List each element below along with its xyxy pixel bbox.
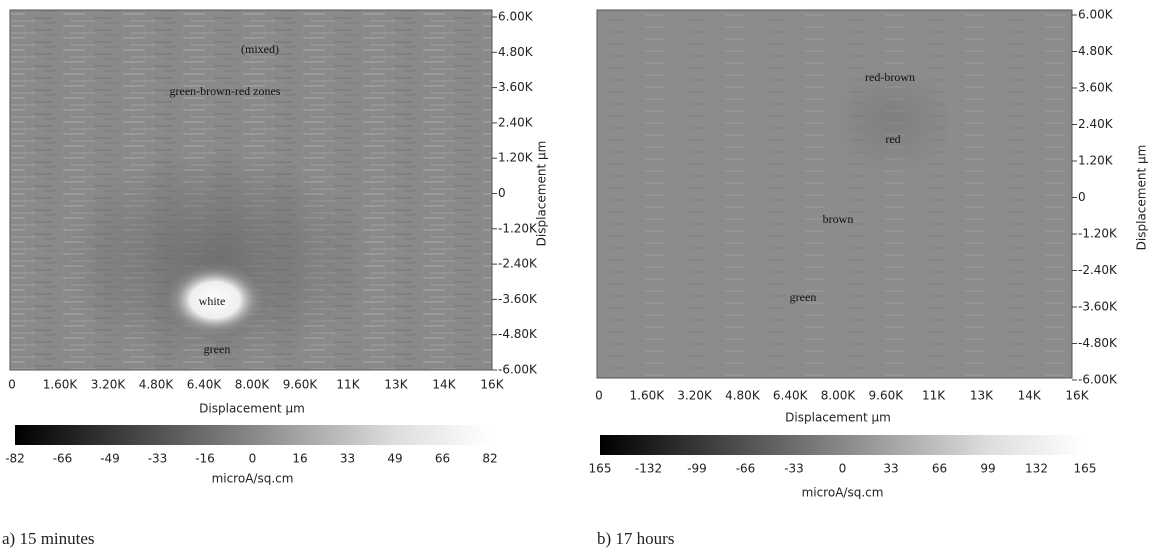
colorbar <box>600 435 1085 455</box>
panel-a-map <box>9 9 493 371</box>
y-tick-label: 0 <box>1078 190 1086 204</box>
colorbar-tick-label: -66 <box>736 462 756 476</box>
y-tick-label: 0 <box>498 186 506 200</box>
colorbar-tick-label: 66 <box>932 462 947 476</box>
colorbar-tick-label: -33 <box>148 452 168 466</box>
colorbar-tick-label: -99 <box>687 462 707 476</box>
y-tick-label: -1.20K <box>498 221 538 235</box>
x-tick-label: 6.40K <box>773 389 809 403</box>
x-tick-label: 16K <box>1065 389 1089 403</box>
colorbar-label: microA/sq.cm <box>212 472 294 486</box>
annotation: (mixed) <box>241 42 279 56</box>
x-tick-label: 9.60K <box>869 389 905 403</box>
caption: b) 17 hours <box>597 529 674 548</box>
y-tick-label: 3.60K <box>1078 81 1114 95</box>
colorbar-tick-label: -132 <box>635 462 662 476</box>
x-tick-label: 3.20K <box>91 378 127 392</box>
caption: a) 15 minutes <box>2 529 95 548</box>
annotation: brown <box>823 212 854 226</box>
colorbar-tick-label: 99 <box>980 462 995 476</box>
colorbar-tick-label: -49 <box>100 452 120 466</box>
y-tick-label: -6.00K <box>1078 373 1118 387</box>
colorbar-tick-label: 49 <box>387 452 402 466</box>
colorbar-tick-label: 16 <box>292 452 307 466</box>
annotation: red-brown <box>865 70 915 84</box>
colorbar-tick-label: 132 <box>1025 462 1048 476</box>
x-tick-label: 1.60K <box>43 378 79 392</box>
y-tick-label: 1.20K <box>1078 154 1114 168</box>
y-tick-label: -3.60K <box>1078 300 1118 314</box>
colorbar-tick-label: 0 <box>249 452 257 466</box>
x-tick-label: 6.40K <box>187 378 223 392</box>
annotation: green <box>204 342 231 356</box>
x-tick-label: 11K <box>922 389 946 403</box>
annotation: green-brown-red zones <box>170 84 281 98</box>
colorbar-tick-label: 165 <box>589 462 612 476</box>
colorbar-tick-label: -82 <box>5 452 25 466</box>
y-tick-label: -4.80K <box>498 327 538 341</box>
x-tick-label: 14K <box>1018 389 1042 403</box>
y-axis-label: Displacement µm <box>1135 145 1149 251</box>
y-tick-label: 1.20K <box>498 151 534 165</box>
x-tick-label: 0 <box>595 389 603 403</box>
x-axis-label: Displacement µm <box>199 402 305 416</box>
y-tick-label: -4.80K <box>1078 336 1118 350</box>
annotation: red <box>885 132 900 146</box>
annotation: green <box>790 290 817 304</box>
x-tick-label: 8.00K <box>235 378 271 392</box>
colorbar-tick-label: -33 <box>784 462 804 476</box>
colorbar-tick-label: -66 <box>53 452 73 466</box>
x-tick-label: 4.80K <box>725 389 761 403</box>
colorbar-label: microA/sq.cm <box>802 486 884 500</box>
colorbar-tick-label: 165 <box>1074 462 1097 476</box>
y-tick-label: -6.00K <box>498 363 538 377</box>
y-tick-label: 6.00K <box>1078 8 1114 22</box>
y-tick-label: -1.20K <box>1078 227 1118 241</box>
y-tick-label: -2.40K <box>1078 263 1118 277</box>
colorbar-tick-label: 33 <box>883 462 898 476</box>
y-tick-label: -2.40K <box>498 257 538 271</box>
x-tick-label: 1.60K <box>630 389 666 403</box>
y-tick-label: 4.80K <box>498 45 534 59</box>
y-tick-label: -3.60K <box>498 292 538 306</box>
y-tick-label: 2.40K <box>498 115 534 129</box>
y-tick-label: 4.80K <box>1078 44 1114 58</box>
colorbar-tick-label: 82 <box>482 452 497 466</box>
x-tick-label: 8.00K <box>821 389 857 403</box>
x-tick-label: 0 <box>8 378 16 392</box>
x-tick-label: 3.20K <box>677 389 713 403</box>
panel-b-map <box>596 9 1073 379</box>
x-tick-label: 4.80K <box>139 378 175 392</box>
x-tick-label: 13K <box>384 378 408 392</box>
x-tick-label: 13K <box>970 389 994 403</box>
colorbar-tick-label: 66 <box>435 452 450 466</box>
colorbar <box>15 425 490 445</box>
annotation: white <box>199 294 226 308</box>
colorbar-tick-label: 0 <box>839 462 847 476</box>
colorbar-tick-label: 33 <box>340 452 355 466</box>
x-tick-label: 11K <box>336 378 360 392</box>
y-axis-label: Displacement µm <box>535 141 549 247</box>
y-tick-label: 6.00K <box>498 10 534 24</box>
x-tick-label: 14K <box>432 378 456 392</box>
x-axis-label: Displacement µm <box>785 411 891 425</box>
x-tick-label: 16K <box>480 378 504 392</box>
x-tick-label: 9.60K <box>283 378 319 392</box>
y-tick-label: 2.40K <box>1078 117 1114 131</box>
y-tick-label: 3.60K <box>498 80 534 94</box>
colorbar-tick-label: -16 <box>195 452 215 466</box>
